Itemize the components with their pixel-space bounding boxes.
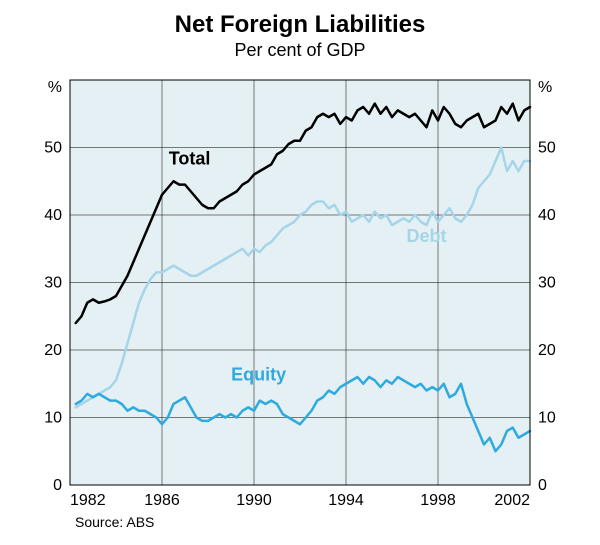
y-tick-right: 50 [538,140,556,157]
chart-container: Total Debt Equity 0 0 10 10 20 20 30 30 40 40 50 50%% 1… [0,0,600,545]
source-label: Source: ABS [75,514,154,530]
y-axis-label-left: % [48,79,62,96]
x-tick: 1986 [144,492,180,509]
y-tick-right: 20 [538,342,556,359]
series-label-total: Total [169,148,211,168]
chart-subtitle: Per cent of GDP [234,40,365,60]
y-axis-label-right: % [538,79,552,96]
y-tick-right: 30 [538,275,556,292]
chart-title: Net Foreign Liabilities [175,11,426,38]
y-tick-right: 0 [538,477,547,494]
x-tick: 1990 [236,492,272,509]
x-tick: 1994 [328,492,364,509]
x-tick: 1998 [420,492,456,509]
x-tick: 2002 [494,492,530,509]
y-tick-left: 10 [44,410,62,427]
y-tick-left: 50 [44,140,62,157]
y-tick-left: 30 [44,275,62,292]
y-tick-left: 40 [44,207,62,224]
y-tick-right: 10 [538,410,556,427]
y-tick-left: 20 [44,342,62,359]
series-label-equity: Equity [231,364,286,384]
line-chart: Total Debt Equity 0 0 10 10 20 20 30 30 40 40 50 50%% 1… [0,0,600,545]
series-label-debt: Debt [407,226,447,246]
x-tick: 1982 [70,492,106,509]
y-tick-left: 0 [53,477,62,494]
y-tick-right: 40 [538,207,556,224]
